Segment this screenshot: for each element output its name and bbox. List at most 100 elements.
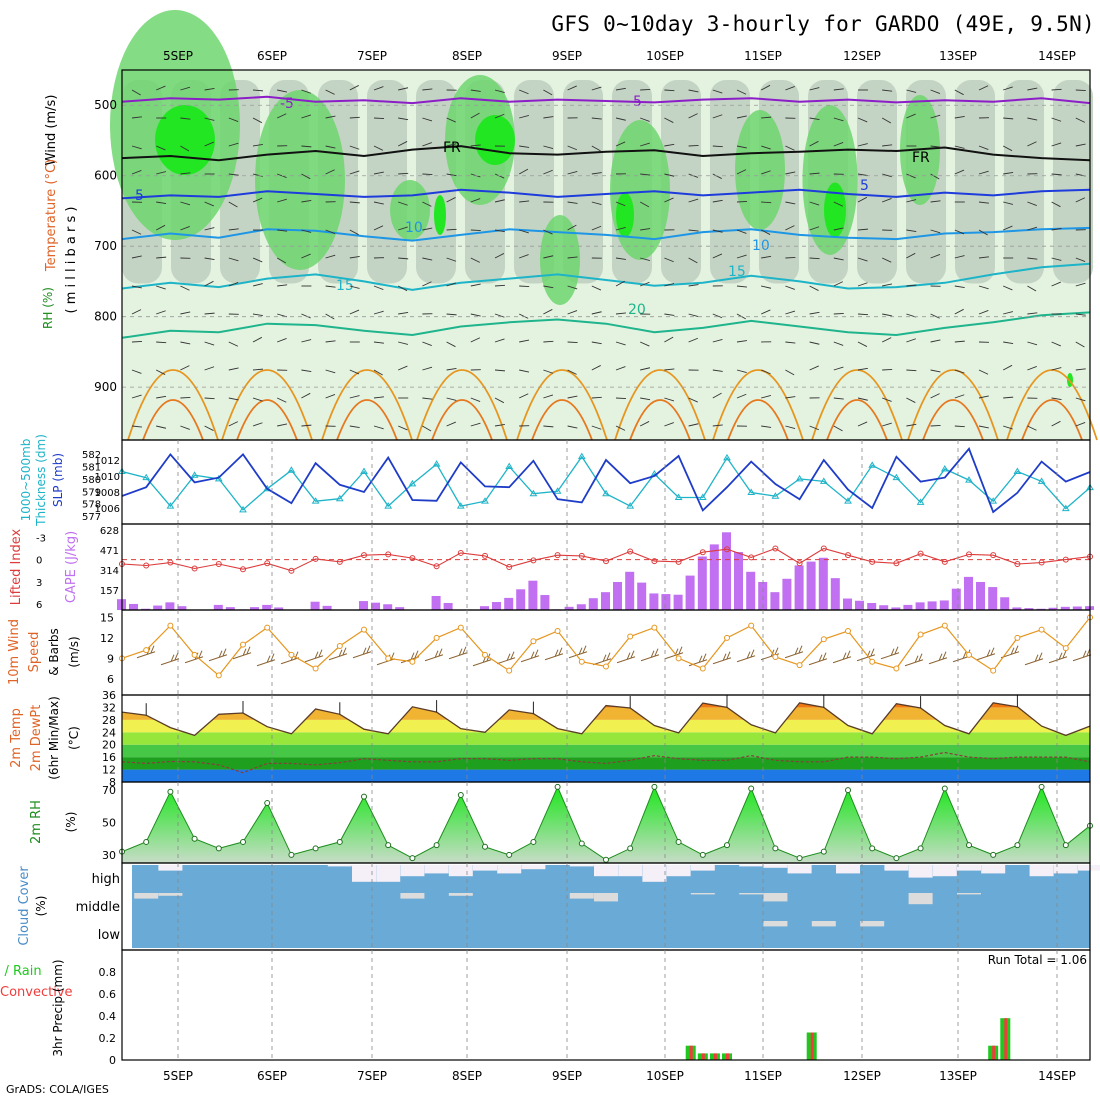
- wind-speed-marker: [869, 658, 876, 665]
- wind-barb: [228, 117, 239, 123]
- wind-barb: [857, 421, 868, 427]
- thickness-layer-label: 1000~500mb: [19, 439, 33, 522]
- wind-barb: [978, 256, 989, 259]
- thickness-marker: [1037, 477, 1046, 484]
- wind-barb: [615, 257, 626, 260]
- surface-wind-barb: [496, 651, 516, 665]
- wind-barb: [833, 281, 843, 287]
- wind-barb: [519, 229, 529, 234]
- wind-barb: [180, 145, 190, 152]
- date-label-bottom: 8SEP: [452, 1069, 482, 1083]
- wind-barb: [349, 255, 360, 259]
- wind-barb: [470, 397, 481, 403]
- temp-tick-label: 12: [102, 764, 116, 777]
- wind-barb: [954, 308, 964, 315]
- lifted-index-marker: [845, 552, 851, 559]
- rh-2m-marker: [385, 842, 392, 849]
- wind-barb: [398, 341, 409, 345]
- wind-barb: [131, 89, 141, 96]
- surface-wind-barb: [928, 651, 948, 665]
- surface-wind-barb: [736, 649, 756, 663]
- wind-barb: [204, 425, 214, 431]
- cape-bar: [576, 604, 586, 610]
- lifted-index-marker: [191, 565, 198, 572]
- wind-barb: [760, 229, 771, 235]
- wind-barb: [373, 145, 384, 151]
- lifted-index-marker: [336, 558, 343, 565]
- wind-barb: [156, 341, 167, 344]
- date-label-top: 8SEP: [452, 49, 482, 63]
- wind-barb: [567, 170, 578, 175]
- wind-barb: [833, 341, 844, 346]
- rh-region-mid: [367, 80, 407, 284]
- cape-bar: [395, 607, 405, 610]
- wind-barb: [252, 283, 263, 287]
- li-tick-label: 3: [36, 578, 42, 589]
- rh-2m-marker: [675, 838, 682, 845]
- lifted-index-marker: [530, 557, 537, 564]
- wind-barb: [857, 367, 868, 371]
- wind-barb: [301, 313, 311, 319]
- wind-barb: [1027, 341, 1038, 346]
- cloud-gap-high: [884, 865, 909, 871]
- thickness-marker: [529, 489, 538, 497]
- wind-barb: [906, 199, 917, 203]
- wind-barb: [446, 421, 456, 427]
- cape-bar: [794, 565, 804, 610]
- lifted-index-marker: [264, 560, 271, 567]
- wind-barb: [349, 425, 360, 429]
- lifted-index-marker: [578, 552, 585, 559]
- wind-barb: [930, 369, 941, 373]
- wind-barb: [591, 172, 602, 175]
- cloud-gap-high: [618, 865, 643, 877]
- slp-tick-label: 1006: [95, 504, 120, 515]
- wind-barb: [204, 257, 215, 261]
- cape-bar: [383, 604, 393, 610]
- wind-barb: [543, 309, 553, 315]
- wind-barb: [277, 337, 287, 343]
- wind-barb: [688, 113, 698, 119]
- wind-barb: [664, 336, 674, 343]
- wind-barb: [567, 310, 578, 315]
- wind-barb: [809, 226, 820, 231]
- rh-2m-marker: [288, 851, 295, 858]
- date-label-top: 11SEP: [744, 49, 782, 63]
- cloud-gap-high: [1053, 865, 1078, 874]
- wind-barb: [519, 393, 529, 399]
- cloud-gap-high: [1078, 865, 1100, 871]
- wind-barb: [373, 171, 384, 175]
- wind-barb: [882, 337, 892, 343]
- rh-2m-marker: [966, 842, 972, 849]
- wind-barb: [906, 338, 917, 343]
- wind-barb: [325, 115, 336, 119]
- wind-barb: [712, 392, 722, 399]
- wind-barb: [470, 313, 481, 317]
- isotherm-line-FR: [121, 145, 1091, 162]
- wind-speed-marker: [530, 638, 537, 645]
- wind-barb: [1051, 397, 1062, 401]
- precip-tick-label: 0.6: [99, 988, 117, 1001]
- wind-barb: [470, 89, 481, 92]
- li-axis-label: Lifted Index: [9, 528, 24, 605]
- wind-barb: [785, 145, 795, 151]
- wind-barb: [180, 117, 191, 120]
- wind-speed-marker: [336, 643, 343, 650]
- wind-barb: [301, 369, 312, 373]
- rh-2m-marker: [215, 845, 222, 852]
- cloud-gap-high: [497, 865, 522, 874]
- thickness-marker: [166, 502, 175, 509]
- rh-2m-marker: [530, 838, 537, 845]
- wind-barb: [494, 113, 505, 119]
- wind-barb: [760, 84, 771, 91]
- thickness-axis-label: Thickness (dm): [34, 434, 48, 527]
- wind-barb: [664, 397, 675, 402]
- wind-barb: [978, 425, 989, 429]
- wind-speed-marker: [482, 651, 488, 658]
- wind-speed-marker: [264, 624, 271, 631]
- date-label-top: 9SEP: [552, 49, 582, 63]
- wind-barb: [954, 369, 965, 374]
- cape-bar: [492, 602, 501, 610]
- contour-label: 15: [728, 264, 746, 280]
- cape-bar: [225, 607, 235, 610]
- cape-bar: [709, 544, 719, 610]
